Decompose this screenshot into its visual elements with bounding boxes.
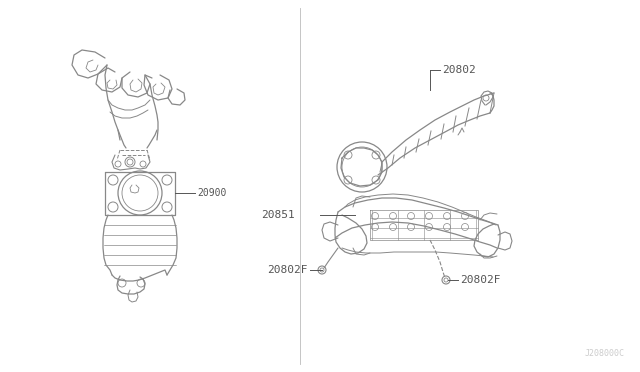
Text: J208000C: J208000C: [585, 349, 625, 358]
Text: 20802F: 20802F: [268, 265, 308, 275]
Text: 20802F: 20802F: [460, 275, 500, 285]
Text: 20802: 20802: [442, 65, 476, 75]
Text: 20900: 20900: [197, 188, 227, 198]
Text: 20851: 20851: [261, 210, 295, 220]
